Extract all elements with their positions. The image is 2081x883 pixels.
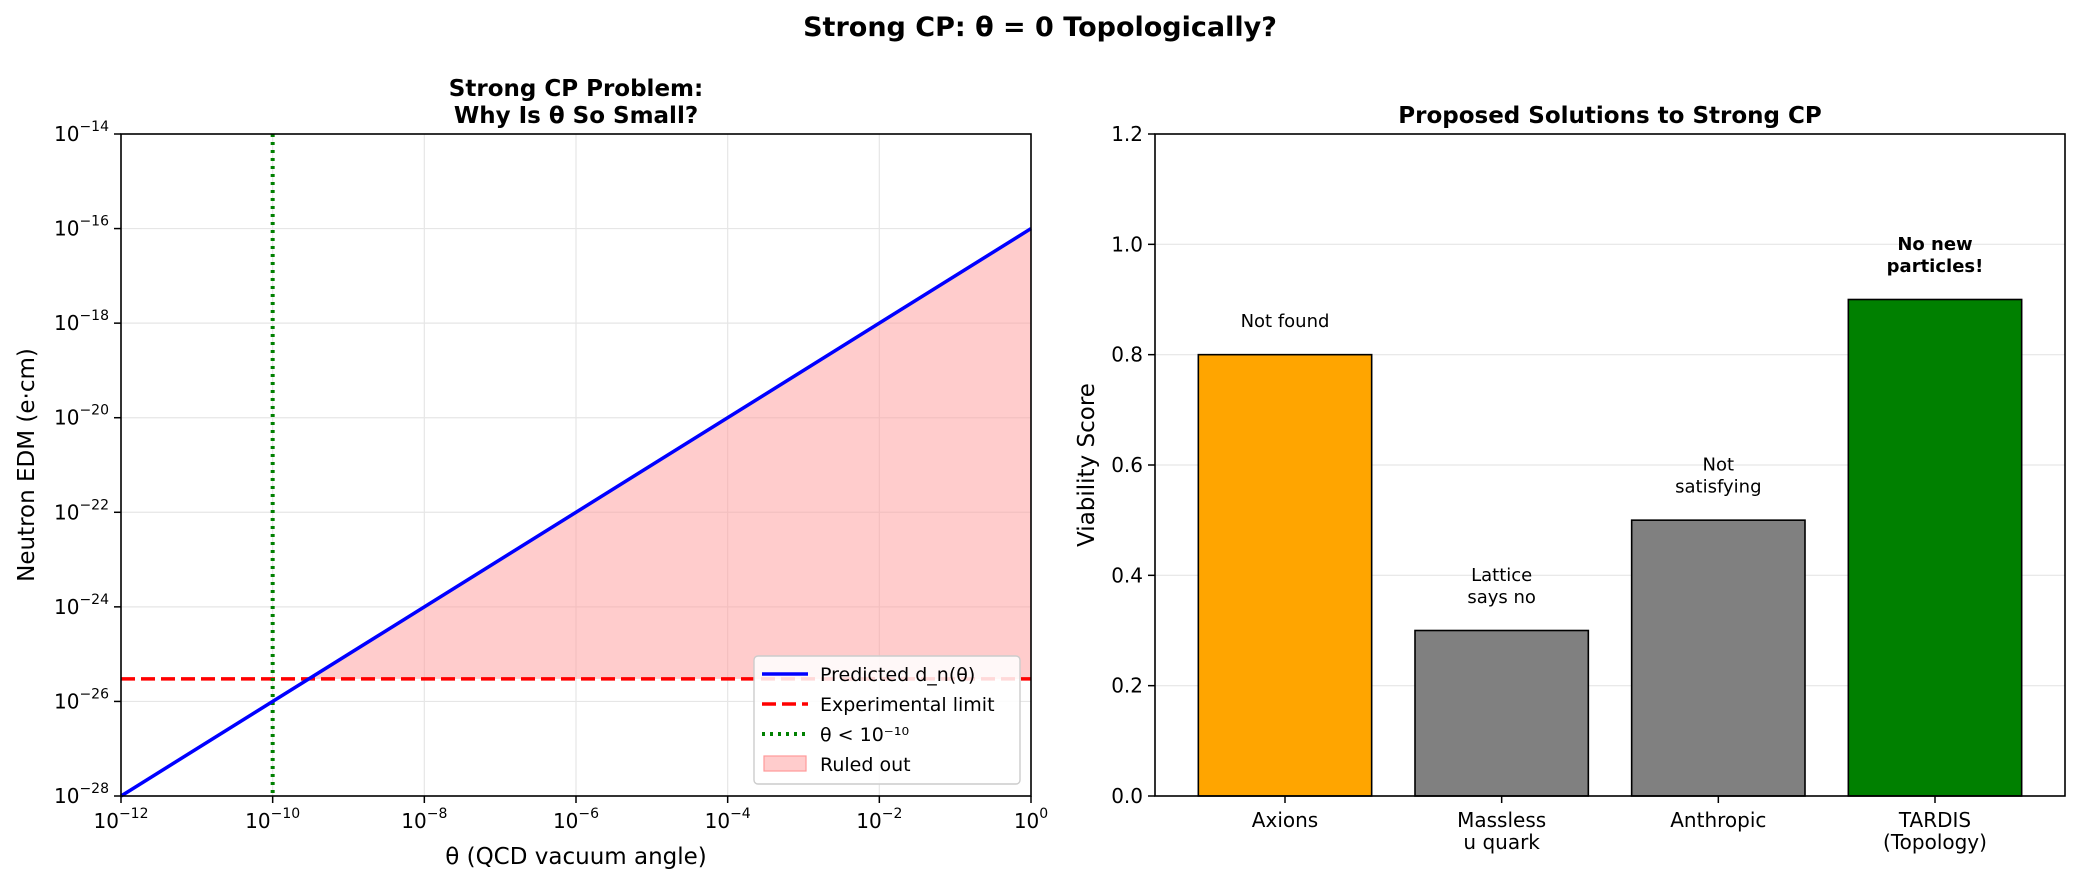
right-x-tick-label: u quark xyxy=(1463,830,1540,854)
right-y-tick-label: 0.2 xyxy=(1111,674,1143,698)
right-x-tick-label: Axions xyxy=(1252,808,1318,832)
left-series xyxy=(120,134,1032,798)
left-x-tick-label: 100 xyxy=(1014,806,1048,833)
right-y-tick-label: 0.8 xyxy=(1111,343,1143,367)
left-x-axis-label: θ (QCD vacuum angle) xyxy=(445,844,707,870)
bar-annotation: Lattice xyxy=(1471,565,1532,586)
predicted-line xyxy=(120,227,1032,798)
right-y-tick-label: 0.4 xyxy=(1111,563,1143,587)
left-x-tick-label: 10−6 xyxy=(553,806,599,833)
left-title-line2: Why Is θ So Small? xyxy=(454,103,698,129)
right-y-tick-label: 0.0 xyxy=(1111,784,1143,808)
legend-label-theta: θ < 10⁻¹⁰ xyxy=(820,724,909,746)
right-x-tick-label: Massless xyxy=(1457,808,1546,832)
bar-annotation: particles! xyxy=(1887,256,1984,277)
edm-log-plot: 10−12 10−10 10−8 10−6 10−4 10−2 100 10−28 10−26… xyxy=(14,76,1048,870)
right-x-tick-label: TARDIS xyxy=(1898,808,1971,832)
bar xyxy=(1414,629,1590,797)
bar xyxy=(1630,519,1806,797)
right-bars xyxy=(1197,298,2023,797)
right-y-tick-label: 0.6 xyxy=(1111,453,1143,477)
left-x-tick-label: 10−12 xyxy=(94,806,149,833)
left-x-tick-label: 10−2 xyxy=(856,806,902,833)
left-x-tick-label: 10−10 xyxy=(245,806,300,833)
right-title: Proposed Solutions to Strong CP xyxy=(1398,103,1822,129)
bar-annotation: satisfying xyxy=(1675,477,1761,498)
bar-annotation: says no xyxy=(1467,587,1536,608)
legend-swatch-ruled-out xyxy=(763,755,807,772)
right-x-tick-label: Anthropic xyxy=(1670,808,1766,832)
left-y-axis-label: Neutron EDM (e·cm) xyxy=(14,348,40,582)
legend-label-experimental: Experimental limit xyxy=(820,694,995,716)
right-y-tick-label: 1.2 xyxy=(1111,122,1143,146)
legend-box xyxy=(753,655,1021,785)
left-y-ticks: 10−28 10−26 10−24 10−22 10−20 10−18 10−16 10−14 xyxy=(54,119,121,808)
left-y-tick-label: 10−16 xyxy=(54,214,109,241)
left-y-tick-label: 10−26 xyxy=(54,686,109,713)
left-y-tick-label: 10−20 xyxy=(54,403,109,430)
left-legend: Predicted d_n(θ) Experimental limit θ < … xyxy=(753,655,1021,785)
left-title-line1: Strong CP Problem: xyxy=(449,76,703,102)
left-y-tick-label: 10−28 xyxy=(54,781,109,808)
left-x-tick-label: 10−4 xyxy=(705,806,751,833)
bar xyxy=(1847,298,2023,797)
bar xyxy=(1197,353,1373,797)
right-y-tick-label: 1.0 xyxy=(1111,232,1143,256)
left-x-tick-label: 10−8 xyxy=(401,806,447,833)
left-x-ticks: 10−12 10−10 10−8 10−6 10−4 10−2 100 xyxy=(94,796,1048,833)
bar-annotation: Not found xyxy=(1241,311,1330,332)
right-x-tick-label: (Topology) xyxy=(1883,830,1987,854)
left-y-tick-label: 10−18 xyxy=(54,308,109,335)
left-y-tick-label: 10−24 xyxy=(54,592,109,619)
bar-annotation: Not xyxy=(1703,455,1735,476)
legend-label-predicted: Predicted d_n(θ) xyxy=(820,664,975,686)
figure-suptitle: Strong CP: θ = 0 Topologically? xyxy=(803,12,1277,43)
right-y-axis-label: Viability Score xyxy=(1074,383,1100,547)
bar-annotation: No new xyxy=(1897,234,1972,255)
left-y-tick-label: 10−14 xyxy=(54,119,109,146)
right-y-ticks: 0.0 0.2 0.4 0.6 0.8 1.0 1.2 xyxy=(1111,122,1155,808)
left-y-tick-label: 10−22 xyxy=(54,497,109,524)
legend-label-ruled-out: Ruled out xyxy=(820,754,911,776)
